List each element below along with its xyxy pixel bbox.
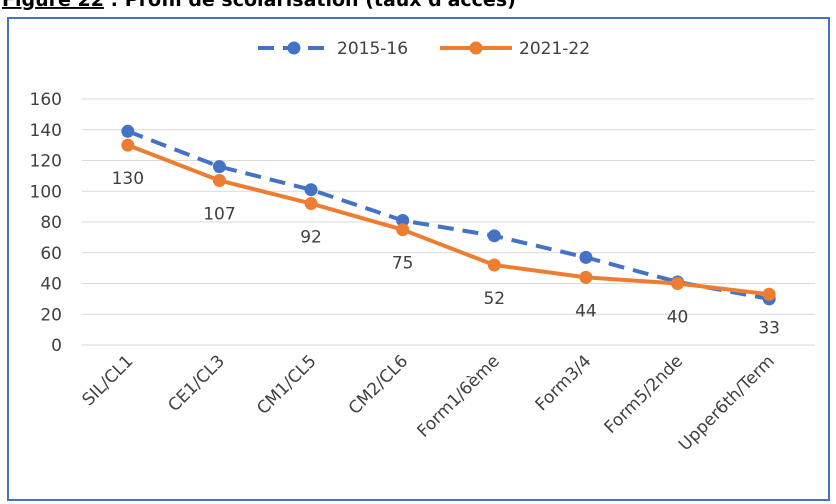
chart-frame — [7, 17, 830, 501]
y-tick-label: 140 — [30, 121, 62, 141]
data-point — [304, 197, 318, 211]
data-label: 75 — [392, 254, 414, 274]
y-tick-label: 80 — [40, 213, 62, 233]
data-point — [396, 213, 410, 227]
data-label: 52 — [483, 289, 505, 309]
data-point — [671, 277, 685, 290]
legend-label: 2015-16 — [337, 39, 408, 59]
legend-label: 2021-22 — [519, 39, 590, 59]
y-tick-label: 40 — [40, 275, 62, 295]
data-label: 44 — [575, 301, 597, 321]
data-point — [212, 173, 226, 187]
legend-marker — [287, 41, 301, 55]
data-point — [762, 287, 776, 301]
data-point — [487, 229, 501, 243]
data-label: 33 — [758, 318, 780, 338]
y-tick-label: 20 — [40, 305, 62, 325]
data-point — [579, 270, 593, 284]
chart-title: Figure 22 : Profil de scolarisation (tau… — [2, 0, 516, 11]
y-tick-label: 60 — [40, 244, 62, 264]
data-point — [121, 138, 135, 152]
data-label: 40 — [667, 308, 689, 328]
y-tick-label: 100 — [30, 182, 62, 202]
data-label: 130 — [112, 169, 144, 189]
figure-number: Figure 22 — [2, 0, 104, 11]
series-line — [127, 129, 770, 301]
data-point — [487, 258, 501, 272]
data-point — [396, 223, 410, 237]
data-label: 92 — [300, 228, 322, 248]
data-point — [212, 160, 226, 174]
y-tick-label: 120 — [30, 152, 62, 172]
data-point — [304, 183, 318, 197]
y-tick-label: 160 — [30, 90, 62, 110]
title-text: : Profil de scolarisation (taux d'accès) — [104, 0, 516, 11]
y-tick-label: 0 — [51, 336, 62, 356]
series-line — [127, 143, 770, 297]
data-point — [121, 124, 135, 138]
legend-marker — [469, 41, 483, 55]
data-label: 107 — [203, 204, 235, 224]
data-point — [579, 250, 593, 264]
